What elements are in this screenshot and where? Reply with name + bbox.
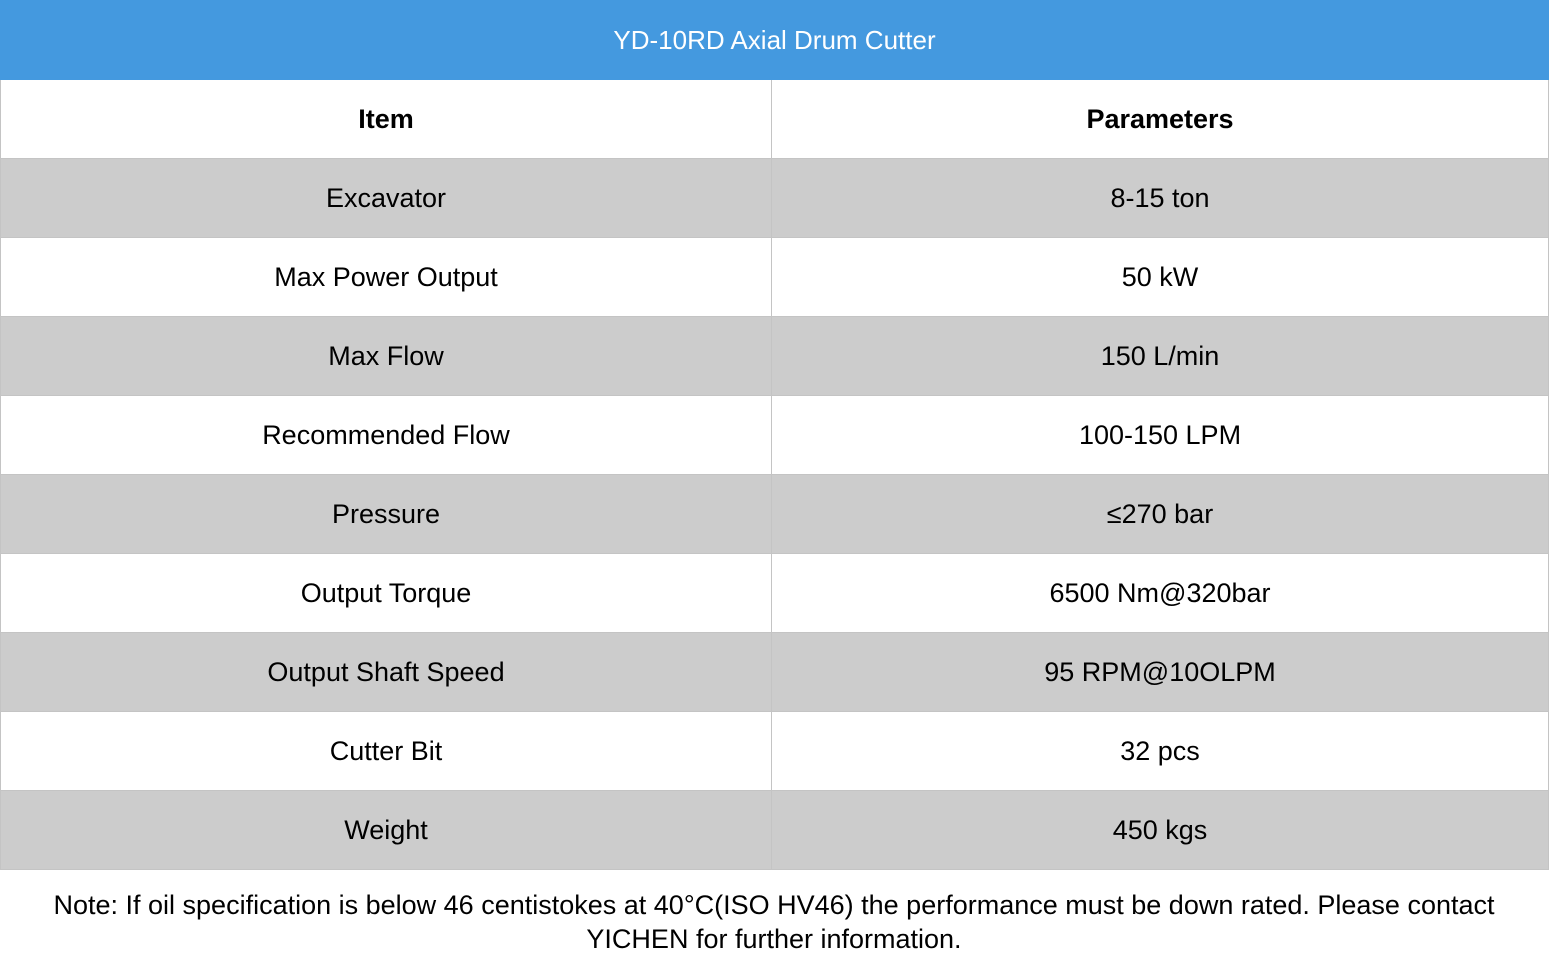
row-item: Output Shaft Speed	[0, 632, 772, 712]
table-row: Excavator 8-15 ton	[0, 158, 1550, 238]
row-value: 50 kW	[770, 237, 1550, 317]
row-item: Pressure	[0, 474, 772, 554]
row-value: 150 L/min	[770, 316, 1550, 396]
table-row: Pressure ≤270 bar	[0, 474, 1550, 554]
header-item: Item	[0, 79, 772, 159]
table-row: Output Torque 6500 Nm@320bar	[0, 553, 1550, 633]
row-item: Output Torque	[0, 553, 772, 633]
row-value: ≤270 bar	[770, 474, 1550, 554]
table-row: Max Power Output 50 kW	[0, 237, 1550, 317]
table-row: Output Shaft Speed 95 RPM@10OLPM	[0, 632, 1550, 712]
row-value: 100-150 LPM	[770, 395, 1550, 475]
row-value: 32 pcs	[770, 711, 1550, 791]
title-row: YD-10RD Axial Drum Cutter	[0, 0, 1550, 80]
table-row: Recommended Flow 100-150 LPM	[0, 395, 1550, 475]
row-value: 8-15 ton	[770, 158, 1550, 238]
footnote: Note: If oil specification is below 46 c…	[53, 890, 1495, 954]
table-title: YD-10RD Axial Drum Cutter	[0, 0, 1550, 80]
row-value: 95 RPM@10OLPM	[770, 632, 1550, 712]
row-item: Max Power Output	[0, 237, 772, 317]
table-row: Max Flow 150 L/min	[0, 316, 1550, 396]
spec-table: YD-10RD Axial Drum Cutter Item Parameter…	[0, 0, 1550, 870]
row-item: Excavator	[0, 158, 772, 238]
row-value: 6500 Nm@320bar	[770, 553, 1550, 633]
header-row: Item Parameters	[0, 79, 1550, 159]
header-parameters: Parameters	[770, 79, 1550, 159]
table-row: Cutter Bit 32 pcs	[0, 711, 1550, 791]
row-item: Max Flow	[0, 316, 772, 396]
table-row: Weight 450 kgs	[0, 790, 1550, 870]
row-value: 450 kgs	[770, 790, 1550, 870]
row-item: Cutter Bit	[0, 711, 772, 791]
row-item: Recommended Flow	[0, 395, 772, 475]
row-item: Weight	[0, 790, 772, 870]
